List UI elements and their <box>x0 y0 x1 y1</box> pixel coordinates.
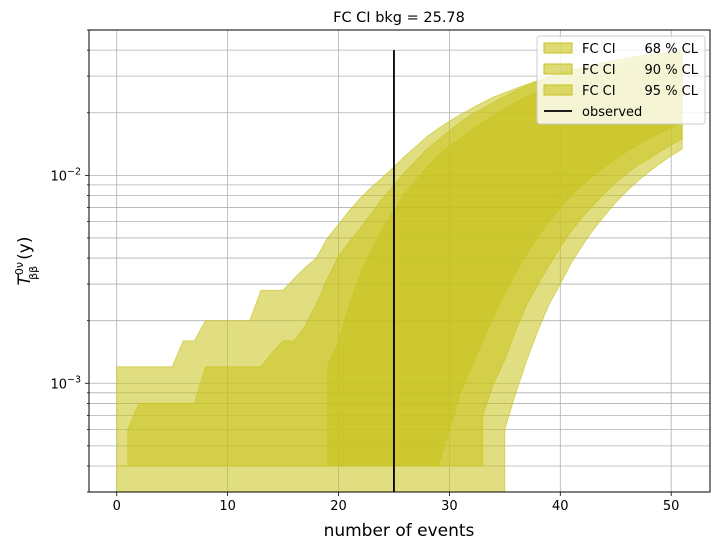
legend-cl-label: 90 % CL <box>645 63 699 78</box>
y-tick-label: 10−2 <box>50 166 81 184</box>
legend: FC CI 68 % CL FC CI 90 % CL FC CI 95 % CLobse… <box>536 35 706 125</box>
y-axis-label-main: T <box>15 273 35 285</box>
y-axis-label-unit: (y) <box>15 237 35 260</box>
legend-box <box>536 35 706 125</box>
legend-swatch <box>543 42 573 54</box>
legend-swatch <box>543 84 573 96</box>
y-axis-label-sub: ββ <box>27 266 40 280</box>
legend-cl-label: 95 % CL <box>645 84 699 99</box>
y-axis-label-sup: 0ν <box>13 262 26 275</box>
x-tick-label: 30 <box>441 499 458 514</box>
svg-text:T0νββ(y): T0νββ (y) <box>13 237 40 286</box>
legend-label: FC CI <box>582 84 616 99</box>
y-tick-label: 10−3 <box>50 374 81 392</box>
confidence-bands <box>116 50 683 493</box>
chart-title: FC CI bkg = 25.78 <box>333 10 465 26</box>
y-axis-label: T0νββ (y) <box>13 237 40 286</box>
legend-cl-label: 68 % CL <box>645 42 699 57</box>
plot-frame <box>88 29 711 493</box>
legend-label: FC CI <box>582 63 616 78</box>
x-tick-label: 50 <box>663 499 680 514</box>
legend-swatch <box>543 63 573 75</box>
legend-label: FC CI <box>582 42 616 57</box>
x-tick-label: 40 <box>552 499 569 514</box>
axis-ticks: 0 10 20 30 40 50 10−3 10−2 <box>50 29 680 514</box>
legend-observed-label: observed <box>582 105 642 120</box>
x-axis-label: number of events <box>324 521 475 541</box>
x-tick-label: 0 <box>113 499 121 514</box>
x-tick-label: 10 <box>219 499 236 514</box>
x-tick-label: 20 <box>330 499 347 514</box>
